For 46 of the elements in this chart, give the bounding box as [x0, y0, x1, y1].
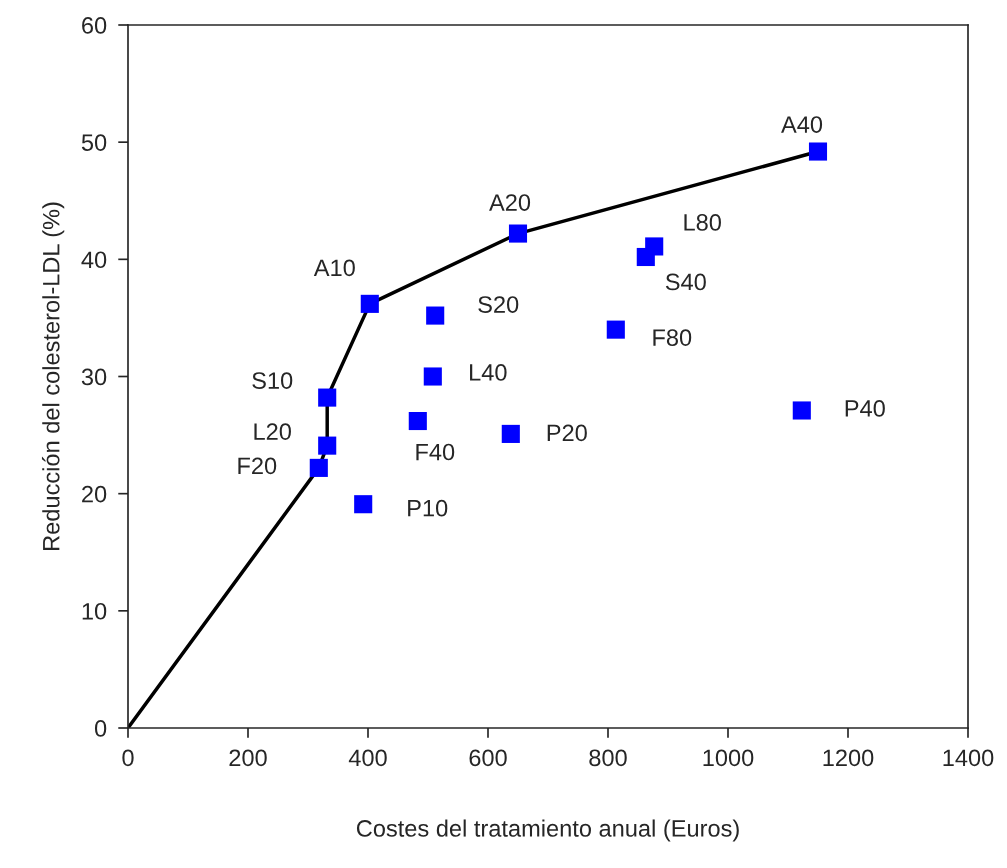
x-axis-title: Costes del tratamiento anual (Euros): [356, 819, 739, 842]
annotation: L20: [254, 423, 291, 440]
point: [501, 424, 520, 443]
y-tick-label: 40: [81, 251, 107, 269]
point: [792, 401, 811, 420]
point: [645, 237, 664, 256]
x-tick-label: 800: [589, 749, 627, 767]
point: [423, 367, 442, 386]
y-tick-label: 10: [82, 602, 107, 620]
annotation: F80: [653, 329, 692, 346]
x-tick-label: 600: [469, 749, 507, 767]
point: [360, 294, 379, 313]
point: [309, 458, 328, 477]
annotation: A40: [781, 116, 823, 133]
annotation: F40: [416, 443, 455, 461]
annotation: P20: [547, 424, 587, 442]
annotation: A10: [313, 259, 355, 277]
annotation: S20: [478, 296, 519, 313]
annotation: S40: [665, 273, 706, 291]
point: [606, 320, 625, 339]
x-tick-label: 1000: [703, 749, 754, 767]
annotation: L80: [684, 214, 721, 231]
y-tick-label: 60: [82, 17, 107, 34]
x-tick-label: 1200: [823, 749, 874, 767]
annotation: F20: [238, 457, 277, 475]
point: [318, 436, 337, 455]
y-tick-label: 0: [94, 720, 107, 737]
point: [508, 224, 528, 243]
point: [318, 388, 337, 407]
y-tick-label: 50: [81, 134, 107, 151]
point: [808, 142, 828, 161]
point: [354, 495, 373, 514]
point: [426, 306, 445, 325]
annotation: S10: [252, 372, 293, 389]
annotation: A20: [489, 194, 531, 211]
x-tick-label: 0: [122, 749, 134, 767]
x-tick-label: 200: [229, 749, 267, 767]
annotation: P10: [408, 499, 448, 517]
x-tick-label: 1400: [943, 749, 994, 767]
y-tick-label: 30: [81, 368, 107, 386]
y-axis-title: Reducción del colesterol-LDL (%): [41, 202, 65, 550]
x-tick-label: 400: [348, 749, 387, 767]
annotation: L40: [470, 364, 507, 381]
point: [408, 411, 427, 431]
y-tick-label: 20: [82, 485, 107, 503]
annotation: P40: [845, 400, 885, 417]
